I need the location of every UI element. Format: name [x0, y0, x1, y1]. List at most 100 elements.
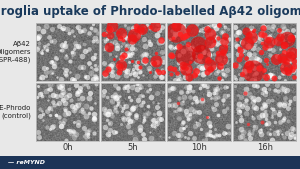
- Point: [220, 73, 225, 76]
- Point: [35, 96, 40, 99]
- Point: [263, 123, 268, 125]
- Point: [86, 32, 91, 34]
- Point: [269, 74, 274, 76]
- Point: [63, 102, 68, 105]
- Point: [43, 43, 48, 46]
- Point: [62, 72, 67, 75]
- Point: [117, 68, 122, 70]
- Point: [176, 74, 181, 77]
- Point: [110, 73, 114, 76]
- Point: [130, 79, 135, 81]
- Point: [281, 116, 286, 119]
- Point: [106, 112, 111, 115]
- Point: [186, 89, 191, 91]
- Point: [265, 100, 270, 102]
- Point: [270, 49, 275, 51]
- Point: [110, 70, 115, 73]
- Point: [247, 64, 252, 67]
- Point: [50, 109, 54, 112]
- Point: [115, 99, 120, 102]
- Point: [138, 126, 142, 129]
- Point: [205, 34, 210, 37]
- Point: [266, 47, 271, 49]
- Point: [252, 39, 256, 42]
- Point: [184, 66, 188, 69]
- Point: [93, 75, 98, 77]
- Point: [107, 109, 112, 112]
- Point: [218, 87, 223, 90]
- Point: [204, 70, 209, 73]
- Point: [73, 106, 77, 109]
- Point: [184, 114, 189, 117]
- Point: [88, 27, 93, 30]
- Point: [40, 119, 45, 122]
- Point: [252, 73, 256, 76]
- Point: [156, 118, 161, 120]
- Point: [286, 71, 290, 74]
- Point: [274, 55, 279, 57]
- Point: [108, 34, 113, 37]
- Point: [57, 85, 62, 88]
- Point: [188, 113, 193, 115]
- Point: [57, 86, 62, 88]
- Point: [133, 73, 137, 75]
- Point: [80, 66, 84, 69]
- Point: [176, 45, 181, 47]
- Point: [244, 112, 248, 114]
- Point: [290, 28, 295, 31]
- Point: [135, 76, 140, 79]
- Point: [280, 56, 285, 59]
- Point: [134, 83, 139, 86]
- Point: [57, 121, 62, 124]
- Point: [76, 123, 80, 126]
- Point: [236, 107, 241, 110]
- Point: [124, 37, 129, 40]
- Point: [125, 121, 130, 124]
- Point: [102, 90, 107, 93]
- Point: [266, 87, 271, 90]
- Point: [77, 102, 82, 104]
- Point: [259, 88, 263, 91]
- Point: [224, 86, 229, 88]
- Point: [236, 57, 241, 60]
- Point: [125, 112, 130, 114]
- Point: [198, 61, 203, 64]
- Point: [113, 93, 118, 96]
- Point: [283, 59, 288, 62]
- Point: [60, 48, 64, 51]
- Point: [135, 61, 140, 64]
- Point: [74, 91, 79, 93]
- Point: [259, 128, 264, 130]
- Point: [156, 102, 161, 104]
- Point: [194, 101, 199, 103]
- Point: [235, 52, 240, 55]
- Point: [114, 96, 118, 99]
- Text: 16h: 16h: [257, 143, 273, 152]
- Point: [54, 95, 58, 98]
- Point: [131, 39, 136, 42]
- Point: [135, 88, 140, 91]
- Point: [84, 50, 89, 52]
- Point: [143, 58, 148, 61]
- Point: [181, 99, 186, 102]
- Point: [45, 110, 50, 113]
- Point: [66, 128, 71, 131]
- Point: [179, 90, 184, 93]
- Point: [249, 35, 254, 38]
- Point: [257, 65, 262, 68]
- Point: [263, 123, 268, 126]
- Point: [212, 39, 216, 42]
- Point: [122, 55, 127, 58]
- Point: [128, 131, 132, 134]
- Point: [208, 125, 212, 128]
- Point: [180, 68, 184, 70]
- Point: [251, 101, 256, 104]
- Point: [74, 102, 79, 105]
- Point: [122, 55, 126, 58]
- Point: [85, 76, 90, 78]
- Point: [92, 113, 96, 116]
- Point: [187, 67, 192, 70]
- Point: [61, 122, 66, 124]
- Point: [103, 112, 108, 115]
- Point: [38, 50, 43, 53]
